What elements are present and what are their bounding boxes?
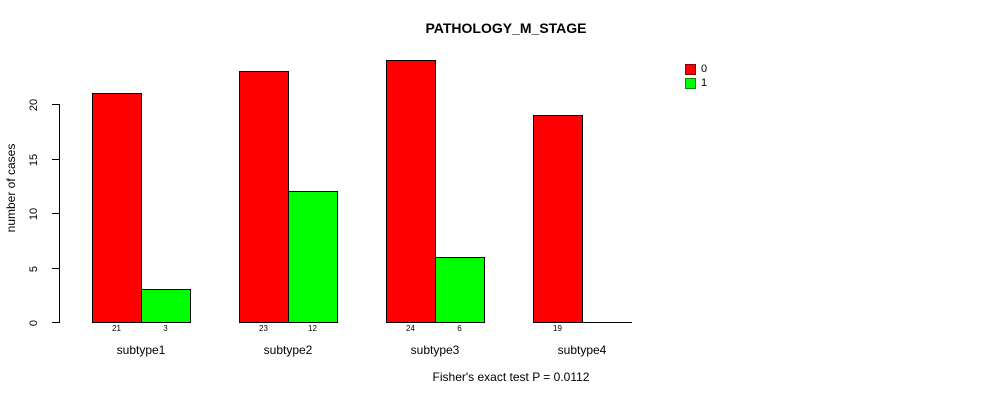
bar-subtype2-series0 — [239, 71, 289, 323]
y-axis-tick-label: 0 — [28, 319, 40, 326]
y-axis-tick — [52, 268, 59, 269]
legend-entry-1: 1 — [685, 78, 707, 89]
legend-label: 1 — [701, 77, 708, 89]
bar-count-label: 12 — [308, 324, 317, 333]
y-axis-tick — [52, 322, 59, 323]
legend-label: 0 — [701, 63, 708, 75]
bar-subtype2-series1 — [288, 191, 338, 323]
legend-swatch-icon — [685, 64, 696, 75]
y-axis-tick — [52, 213, 59, 214]
bar-count-label: 23 — [259, 324, 268, 333]
bar-subtype4-series0 — [533, 115, 583, 323]
legend-swatch-icon — [685, 78, 696, 89]
y-axis-line — [59, 104, 60, 323]
y-axis-tick-label: 10 — [28, 207, 40, 220]
caption-fishers-test: Fisher's exact test P = 0.0112 — [432, 370, 590, 384]
bar-count-label: 21 — [112, 324, 121, 333]
x-axis-label-subtype4: subtype4 — [557, 343, 607, 357]
bar-subtype3-series1 — [435, 257, 485, 323]
bar-subtype1-series0 — [92, 93, 142, 323]
x-axis-label-subtype3: subtype3 — [410, 343, 460, 357]
bar-count-label: 24 — [406, 324, 415, 333]
y-axis-tick-label: 5 — [28, 265, 40, 272]
y-axis-tick-label: 15 — [28, 153, 40, 166]
y-axis-tick — [52, 104, 59, 105]
bar-subtype1-series1 — [141, 289, 191, 323]
legend-entry-0: 0 — [685, 64, 707, 75]
bar-count-label: 6 — [457, 324, 462, 333]
bar-subtype3-series0 — [386, 60, 436, 323]
bar-count-label: 19 — [553, 324, 562, 333]
y-axis-label: number of cases — [4, 143, 18, 233]
bar-subtype4-series1 — [582, 322, 632, 323]
chart-title: PATHOLOGY_M_STAGE — [425, 20, 587, 36]
y-axis-tick — [52, 159, 59, 160]
bar-count-label: 3 — [163, 324, 168, 333]
x-axis-label-subtype1: subtype1 — [116, 343, 166, 357]
y-axis-tick-label: 20 — [28, 98, 40, 111]
x-axis-label-subtype2: subtype2 — [263, 343, 313, 357]
